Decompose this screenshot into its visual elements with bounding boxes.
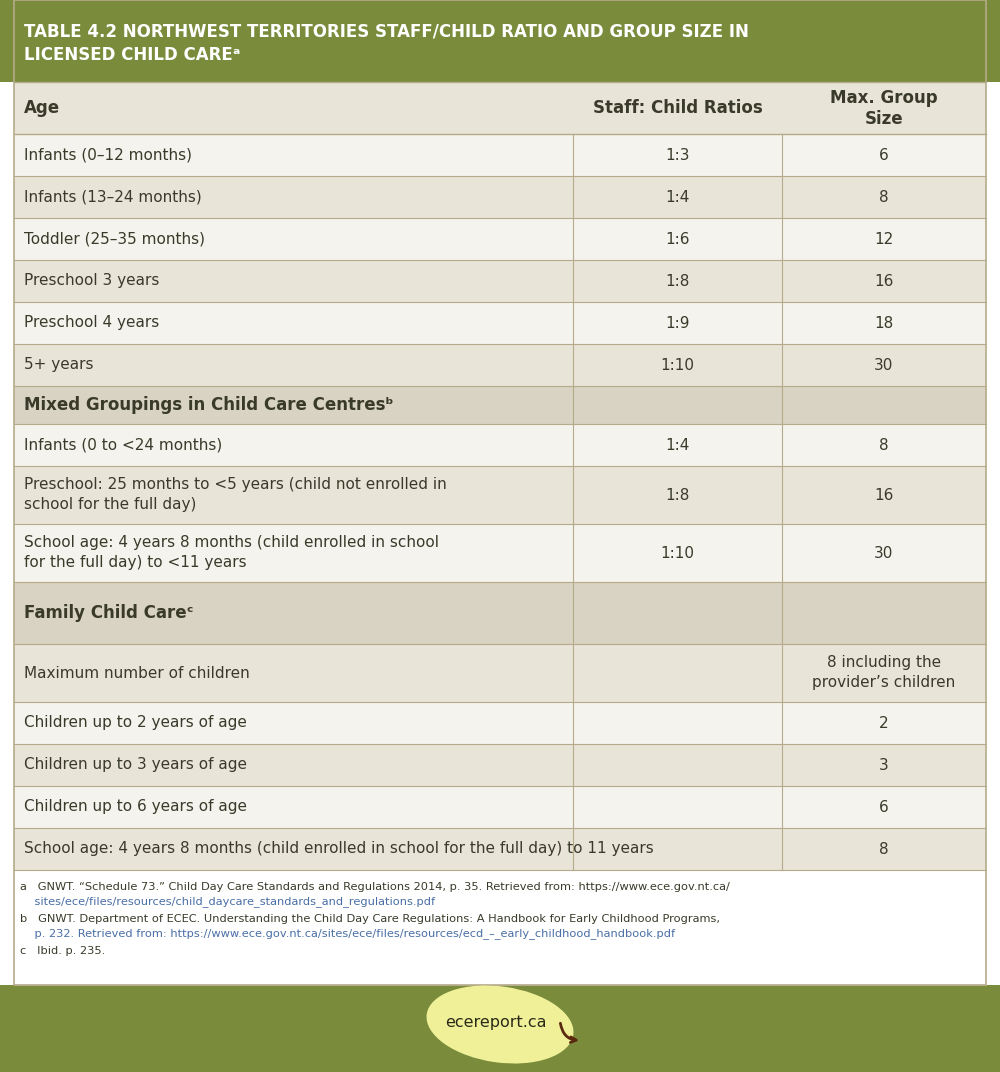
Text: Children up to 3 years of age: Children up to 3 years of age: [24, 758, 247, 773]
Text: Children up to 6 years of age: Children up to 6 years of age: [24, 800, 247, 815]
Text: School age: 4 years 8 months (child enrolled in school: School age: 4 years 8 months (child enro…: [24, 536, 439, 551]
Text: 8 including the: 8 including the: [827, 655, 941, 670]
Text: Children up to 2 years of age: Children up to 2 years of age: [24, 715, 247, 730]
Bar: [14, 260, 986, 302]
Text: 18: 18: [874, 315, 894, 330]
Text: 1:10: 1:10: [660, 357, 694, 372]
Bar: [14, 466, 986, 524]
Bar: [14, 218, 986, 260]
Text: sites/ece/files/resources/child_daycare_standards_and_regulations.pdf: sites/ece/files/resources/child_daycare_…: [20, 896, 435, 907]
Bar: [14, 386, 986, 425]
Text: Staff: Child Ratios: Staff: Child Ratios: [593, 99, 762, 117]
Text: Maximum number of children: Maximum number of children: [24, 666, 250, 681]
Ellipse shape: [427, 985, 573, 1063]
Text: 30: 30: [874, 357, 894, 372]
Text: provider’s children: provider’s children: [812, 675, 956, 690]
Text: 6: 6: [879, 800, 889, 815]
Text: a   GNWT. “Schedule 73.” Child Day Care Standards and Regulations 2014, p. 35. R: a GNWT. “Schedule 73.” Child Day Care St…: [20, 882, 730, 892]
Text: 1:6: 1:6: [665, 232, 690, 247]
Text: Age: Age: [24, 99, 60, 117]
Bar: [14, 828, 986, 870]
Text: 30: 30: [874, 546, 894, 561]
Text: 5+ years: 5+ years: [24, 357, 94, 372]
Text: 12: 12: [874, 232, 894, 247]
Text: 1:8: 1:8: [665, 488, 690, 503]
Text: Infants (0–12 months): Infants (0–12 months): [24, 148, 192, 163]
Text: Preschool 3 years: Preschool 3 years: [24, 273, 159, 288]
Text: 8: 8: [879, 190, 889, 205]
Text: Toddler (25–35 months): Toddler (25–35 months): [24, 232, 205, 247]
Text: p. 232. Retrieved from: https://www.ece.gov.nt.ca/sites/ece/files/resources/ecd_: p. 232. Retrieved from: https://www.ece.…: [20, 928, 675, 939]
Text: Infants (0 to <24 months): Infants (0 to <24 months): [24, 437, 222, 452]
Text: school for the full day): school for the full day): [24, 497, 196, 512]
Text: 8: 8: [879, 842, 889, 857]
Text: Mixed Groupings in Child Care Centresᵇ: Mixed Groupings in Child Care Centresᵇ: [24, 396, 394, 414]
Text: Size: Size: [865, 110, 903, 128]
Bar: [14, 644, 986, 702]
Bar: [14, 302, 986, 344]
Text: 6: 6: [879, 148, 889, 163]
Bar: [14, 524, 986, 582]
Bar: [14, 425, 986, 466]
Bar: [14, 744, 986, 786]
Bar: [14, 870, 986, 985]
Text: 1:10: 1:10: [660, 546, 694, 561]
Text: 3: 3: [879, 758, 889, 773]
Text: TABLE 4.2 NORTHWEST TERRITORIES STAFF/CHILD RATIO AND GROUP SIZE IN: TABLE 4.2 NORTHWEST TERRITORIES STAFF/CH…: [24, 23, 749, 40]
Text: Infants (13–24 months): Infants (13–24 months): [24, 190, 202, 205]
Bar: [14, 176, 986, 218]
Text: 1:3: 1:3: [665, 148, 690, 163]
Text: 1:4: 1:4: [665, 437, 690, 452]
Text: Family Child Careᶜ: Family Child Careᶜ: [24, 604, 194, 622]
Text: 16: 16: [874, 488, 894, 503]
Text: LICENSED CHILD CAREᵃ: LICENSED CHILD CAREᵃ: [24, 46, 240, 64]
Text: b   GNWT. Department of ECEC. Understanding the Child Day Care Regulations: A Ha: b GNWT. Department of ECEC. Understandin…: [20, 914, 720, 924]
Text: ecereport.ca: ecereport.ca: [445, 1015, 547, 1030]
Text: 1:4: 1:4: [665, 190, 690, 205]
Text: c   Ibid. p. 235.: c Ibid. p. 235.: [20, 946, 105, 956]
Bar: [0, 0, 1000, 81]
Text: Preschool: 25 months to <5 years (child not enrolled in: Preschool: 25 months to <5 years (child …: [24, 477, 447, 492]
Text: 16: 16: [874, 273, 894, 288]
Text: 8: 8: [879, 437, 889, 452]
Bar: [14, 786, 986, 828]
Bar: [14, 702, 986, 744]
Bar: [14, 81, 986, 134]
Bar: [14, 134, 986, 176]
Text: 1:9: 1:9: [665, 315, 690, 330]
Text: 2: 2: [879, 715, 889, 730]
Bar: [14, 344, 986, 386]
Bar: [0, 985, 1000, 1072]
Bar: [14, 582, 986, 644]
Text: Max. Group: Max. Group: [830, 89, 938, 107]
Text: School age: 4 years 8 months (child enrolled in school for the full day) to 11 y: School age: 4 years 8 months (child enro…: [24, 842, 654, 857]
Text: for the full day) to <11 years: for the full day) to <11 years: [24, 555, 247, 570]
Text: Preschool 4 years: Preschool 4 years: [24, 315, 159, 330]
Text: 1:8: 1:8: [665, 273, 690, 288]
